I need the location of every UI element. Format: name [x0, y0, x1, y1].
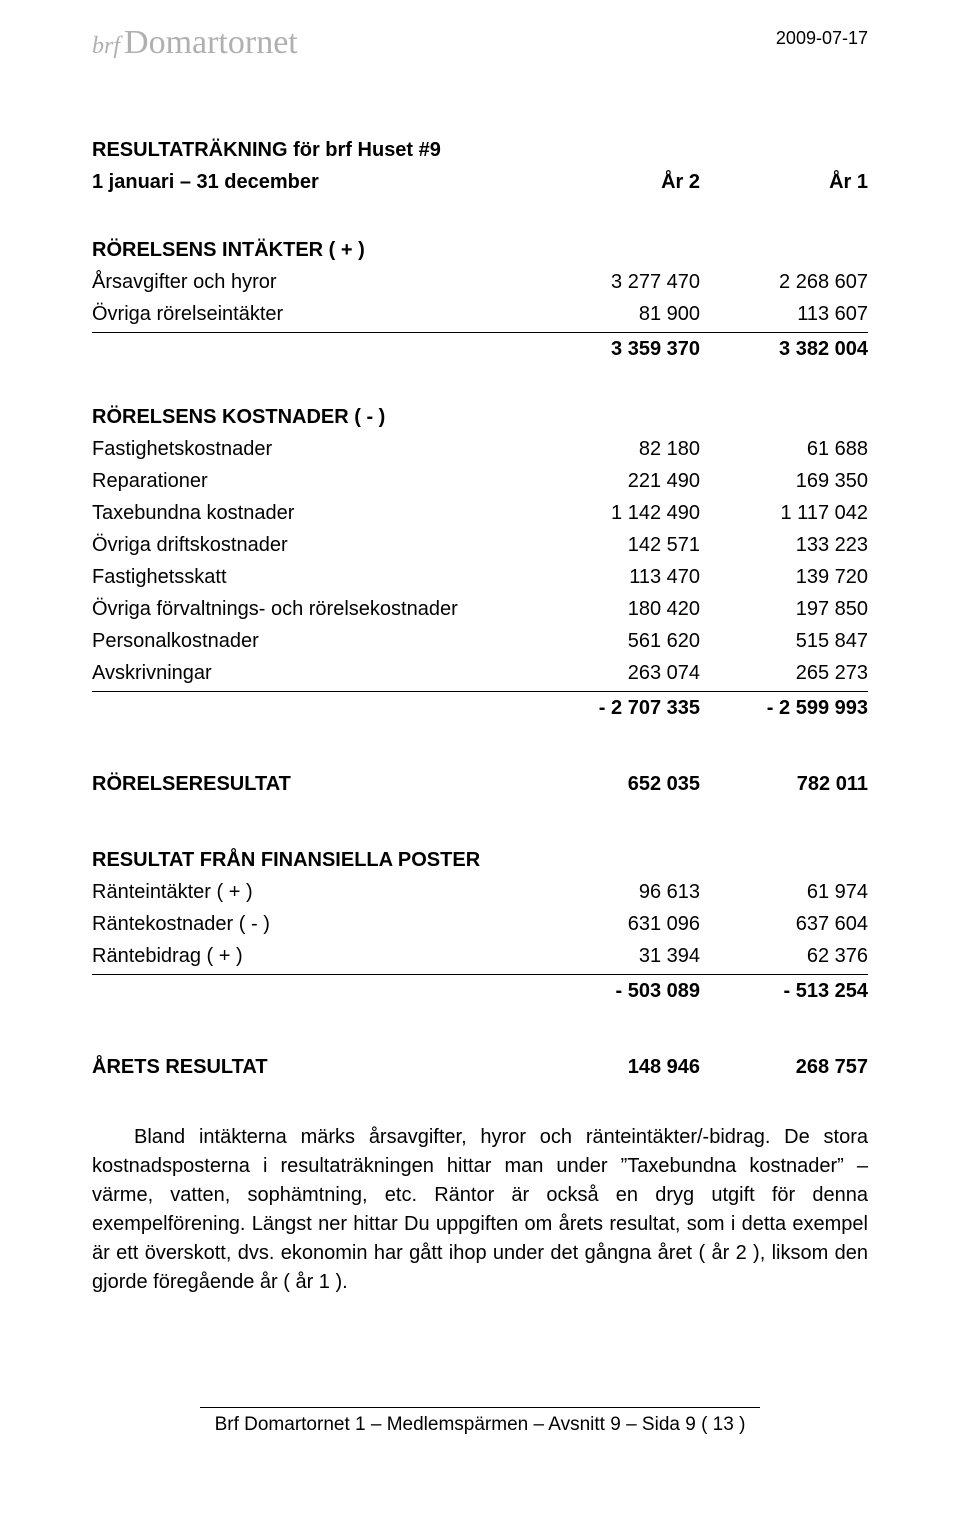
section-heading-kostnader: RÖRELSENS KOSTNADER ( - )	[92, 401, 868, 433]
operating-result-row: RÖRELSERESULTAT 652 035 782 011	[92, 768, 868, 800]
subtotal-row: 3 359 370 3 382 004	[92, 333, 868, 365]
section-heading-finans: RESULTAT FRÅN FINANSIELLA POSTER	[92, 844, 868, 876]
column-year-2: År 2	[532, 166, 700, 198]
title-main: RESULTATRÄKNING för brf Huset #9	[92, 134, 532, 166]
document-date: 2009-07-17	[776, 28, 868, 49]
annual-result-row: ÅRETS RESULTAT 148 946 268 757	[92, 1051, 868, 1083]
table-row: Ränteintäkter ( + ) 96 613 61 974	[92, 876, 868, 908]
table-row: Personalkostnader 561 620 515 847	[92, 625, 868, 657]
header: brf Domartornet 2009-07-17	[92, 28, 868, 62]
table-row: Övriga rörelseintäkter 81 900 113 607	[92, 298, 868, 333]
table-row: Övriga förvaltnings- och rörelsekostnade…	[92, 593, 868, 625]
table-row: Taxebundna kostnader 1 142 490 1 117 042	[92, 497, 868, 529]
subtotal-row: - 503 089 - 513 254	[92, 975, 868, 1007]
table-row: Fastighetsskatt 113 470 139 720	[92, 561, 868, 593]
column-year-1: År 1	[700, 166, 868, 198]
income-statement: RESULTATRÄKNING för brf Huset #9 1 janua…	[92, 134, 868, 1083]
table-row: Reparationer 221 490 169 350	[92, 465, 868, 497]
body-paragraph: Bland intäkterna märks årsavgifter, hyro…	[92, 1123, 868, 1297]
page-footer: Brf Domartornet 1 – Medlemspärmen – Avsn…	[200, 1407, 760, 1436]
body-text: Bland intäkterna märks årsavgifter, hyro…	[92, 1126, 868, 1293]
table-row: Avskrivningar 263 074 265 273	[92, 657, 868, 692]
table-row: Övriga driftskostnader 142 571 133 223	[92, 529, 868, 561]
period-row: 1 januari – 31 december År 2 År 1	[92, 166, 868, 198]
subtotal-row: - 2 707 335 - 2 599 993	[92, 692, 868, 724]
logo-name: Domartornet	[124, 24, 298, 61]
table-row: Fastighetskostnader 82 180 61 688	[92, 433, 868, 465]
title-row: RESULTATRÄKNING för brf Huset #9	[92, 134, 868, 166]
section-heading-intakter: RÖRELSENS INTÄKTER ( + )	[92, 234, 868, 266]
table-row: Räntekostnader ( - ) 631 096 637 604	[92, 908, 868, 940]
page: brf Domartornet 2009-07-17 RESULTATRÄKNI…	[0, 0, 960, 1516]
period: 1 januari – 31 december	[92, 166, 532, 198]
table-row: Räntebidrag ( + ) 31 394 62 376	[92, 940, 868, 975]
logo-brf: brf	[92, 33, 120, 59]
logo: brf Domartornet	[92, 24, 298, 62]
table-row: Årsavgifter och hyror 3 277 470 2 268 60…	[92, 266, 868, 298]
